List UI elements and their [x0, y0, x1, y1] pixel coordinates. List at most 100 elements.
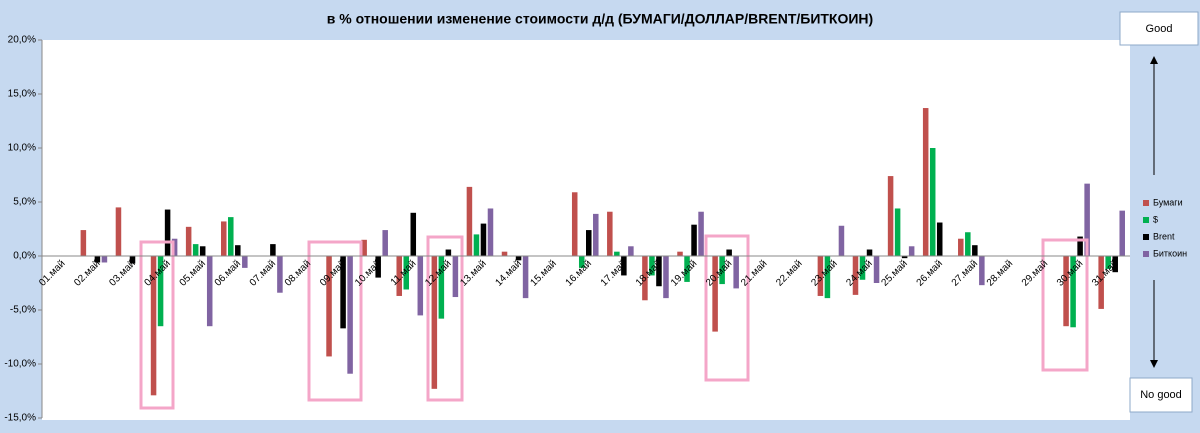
bar — [382, 230, 388, 256]
bar — [473, 234, 480, 256]
bar — [1098, 256, 1104, 309]
bar — [235, 245, 241, 256]
legend-swatch — [1143, 217, 1149, 223]
bar — [515, 256, 522, 261]
bar — [220, 221, 227, 256]
bar — [431, 256, 438, 389]
bar — [614, 251, 620, 256]
bar — [684, 256, 690, 282]
plot-area — [42, 40, 1130, 420]
bar — [480, 223, 487, 256]
chart-title: в % отношении изменение стоимости д/д (Б… — [327, 11, 873, 27]
bar — [340, 256, 346, 329]
highlight — [704, 234, 750, 382]
bar — [642, 256, 648, 301]
bar — [1084, 183, 1090, 256]
legend-label: Биткоин — [1153, 248, 1187, 258]
bar — [586, 230, 592, 256]
legend-swatch — [1143, 200, 1149, 206]
bar — [649, 256, 655, 276]
bar — [979, 256, 985, 286]
y-tick-label: -15,0% — [4, 413, 36, 424]
bar — [901, 256, 908, 259]
annotation: Good — [1146, 23, 1173, 35]
bar — [228, 217, 234, 256]
annotation: No good — [1140, 389, 1182, 401]
highlight — [1041, 238, 1089, 372]
bar — [101, 256, 108, 263]
bar — [1119, 210, 1125, 256]
bar — [859, 256, 866, 280]
bar — [403, 256, 410, 290]
bar — [866, 249, 873, 256]
highlight — [426, 235, 464, 402]
y-tick-label: 15,0% — [8, 89, 36, 100]
bar — [607, 211, 613, 256]
bar — [887, 176, 894, 256]
legend-label: Бумаги — [1153, 197, 1183, 207]
bar — [80, 230, 87, 256]
bar — [958, 238, 964, 256]
legend-label: $ — [1153, 214, 1158, 224]
bar — [445, 249, 452, 256]
bar — [1105, 256, 1111, 269]
bar — [817, 256, 824, 296]
bar — [277, 256, 283, 293]
bar — [1112, 256, 1118, 273]
bar — [1063, 256, 1069, 327]
y-tick-label: -10,0% — [4, 359, 36, 370]
good-box — [1119, 11, 1199, 46]
legend-label: Brent — [1153, 231, 1175, 241]
bar — [452, 256, 459, 298]
bar — [663, 256, 669, 299]
bar — [115, 207, 122, 256]
bar — [164, 209, 171, 256]
bar — [965, 232, 971, 256]
bar — [501, 251, 508, 256]
bar — [894, 208, 901, 256]
highlight — [139, 240, 175, 410]
y-tick-label: 20,0% — [8, 35, 36, 46]
bar — [571, 192, 578, 256]
y-tick-label: 5,0% — [13, 197, 36, 208]
highlights — [139, 234, 1089, 410]
bar — [326, 256, 332, 357]
bar — [908, 246, 915, 256]
bar — [347, 256, 353, 374]
bar — [150, 256, 157, 396]
bar — [1070, 256, 1076, 328]
bar — [438, 256, 445, 319]
bar — [838, 225, 845, 256]
bar — [185, 226, 192, 256]
bar — [733, 256, 739, 289]
bar — [593, 213, 599, 256]
bar — [1077, 236, 1083, 256]
bar — [396, 256, 402, 296]
legend-swatch — [1143, 251, 1149, 257]
bar — [628, 246, 634, 256]
bar — [157, 256, 164, 327]
bar — [824, 256, 831, 299]
bar — [691, 224, 697, 256]
y-tick-label: -5,0% — [10, 305, 36, 316]
bar — [936, 222, 943, 256]
bar — [206, 256, 213, 327]
bar — [487, 208, 494, 256]
bar — [361, 239, 367, 256]
bar — [192, 244, 199, 256]
bar — [522, 256, 529, 299]
bar — [410, 212, 417, 256]
bar — [873, 256, 880, 283]
bar — [129, 256, 136, 264]
y-tick-label: 10,0% — [8, 143, 36, 154]
bar — [270, 244, 276, 256]
bar — [972, 245, 978, 256]
legend-swatch — [1143, 234, 1149, 240]
bar — [852, 256, 859, 295]
no-good-box — [1129, 377, 1193, 413]
bar — [466, 186, 473, 256]
bar — [698, 211, 704, 256]
bar — [929, 148, 936, 256]
